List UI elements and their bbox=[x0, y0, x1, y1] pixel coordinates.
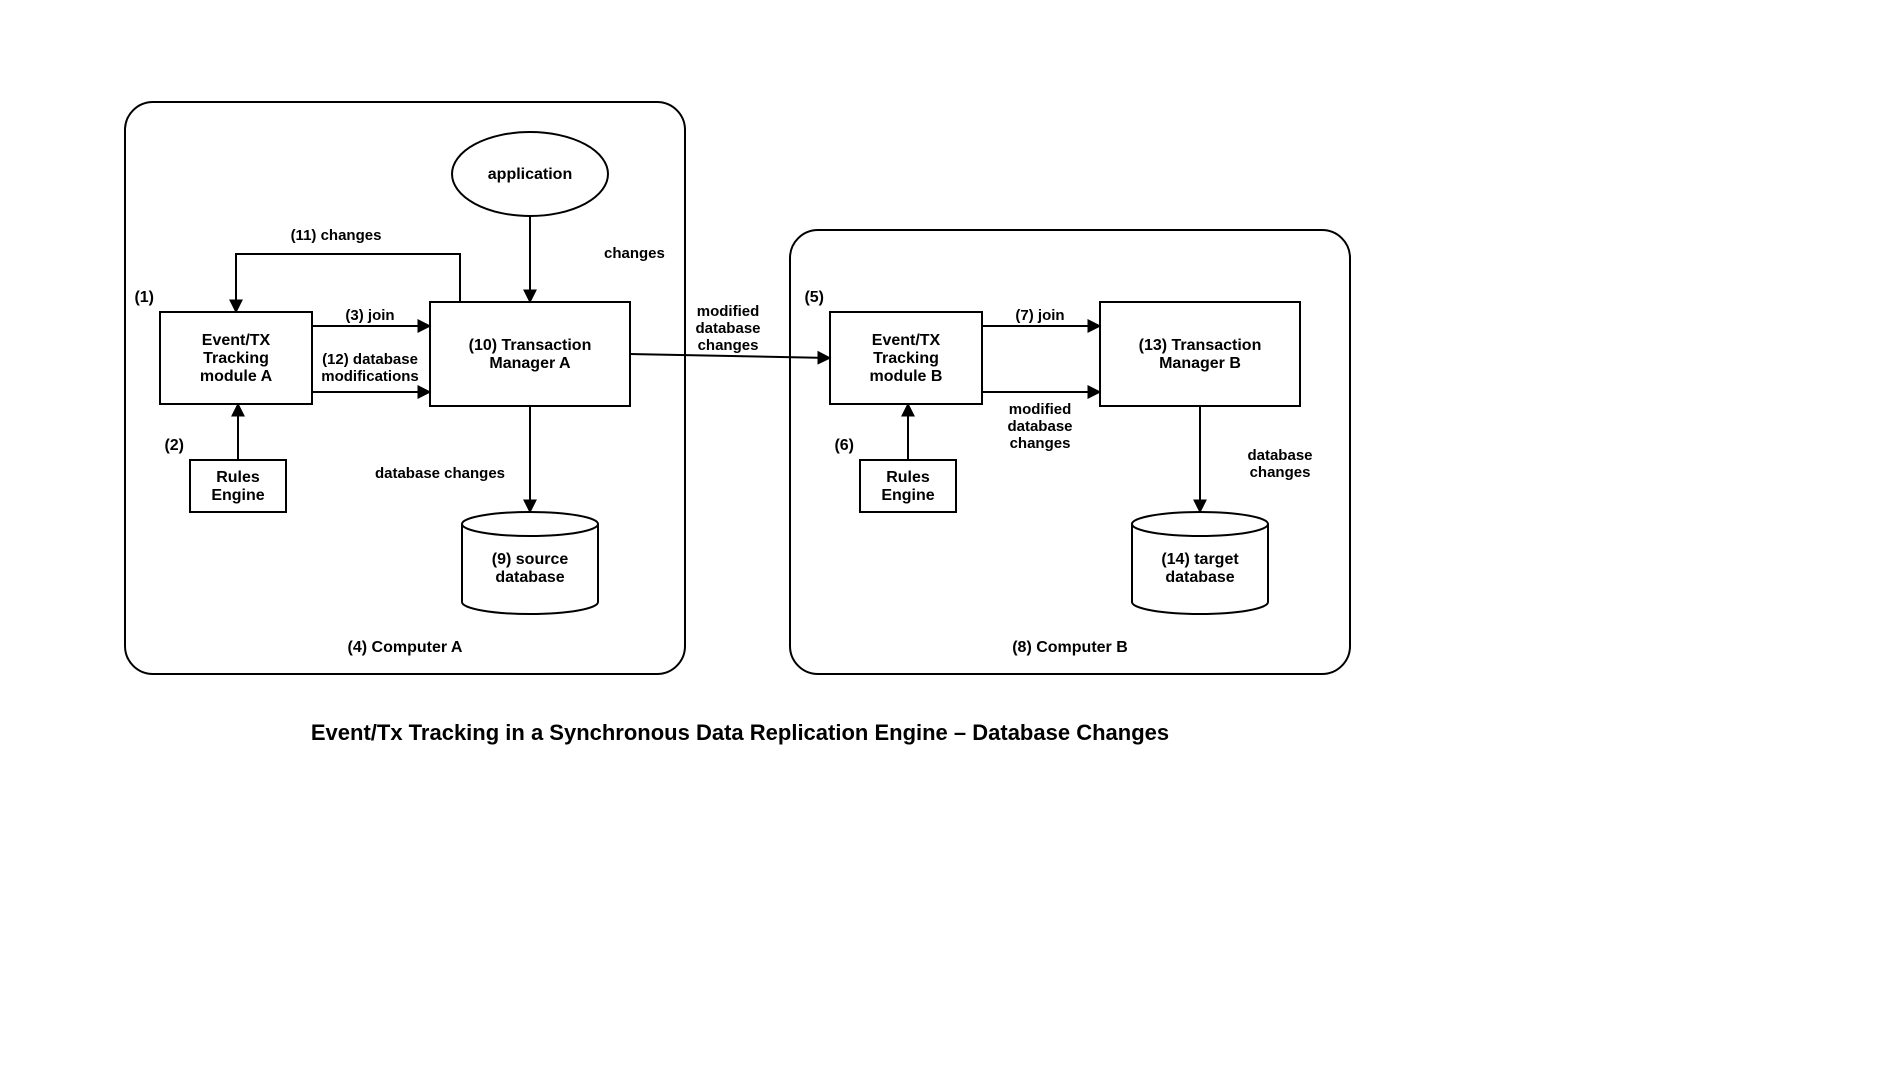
edge-label-12-mods: (12) databasemodifications bbox=[321, 351, 419, 385]
node-tgt_db-top bbox=[1132, 512, 1268, 536]
node-txmgr_a bbox=[430, 302, 630, 406]
node-label-application: application bbox=[488, 166, 572, 183]
edge-label-3-join: (3) join bbox=[345, 307, 394, 324]
node-num-tracking_b: (5) bbox=[804, 289, 824, 306]
node-src_db-top bbox=[462, 512, 598, 536]
edge-label-app-changes: changes bbox=[604, 245, 665, 262]
node-rules_a bbox=[190, 460, 286, 512]
node-label-tracking_a: Event/TXTrackingmodule A bbox=[200, 332, 273, 385]
node-label-rules_a: RulesEngine bbox=[211, 469, 264, 504]
edge-label-txmgr-b-db: databasechanges bbox=[1247, 447, 1312, 481]
node-txmgr_b bbox=[1100, 302, 1300, 406]
node-num-tracking_a: (1) bbox=[134, 289, 154, 306]
node-num-rules_a: (2) bbox=[164, 437, 184, 454]
edge-label-txmgr-a-db: database changes bbox=[375, 465, 505, 482]
edge-11-changes bbox=[236, 254, 460, 312]
edge-label-b-mods: modifieddatabasechanges bbox=[1007, 401, 1072, 452]
edge-label-7-join: (7) join bbox=[1015, 307, 1064, 324]
node-num-rules_b: (6) bbox=[834, 437, 854, 454]
edge-label-a-to-b: modifieddatabasechanges bbox=[695, 303, 760, 354]
container-label-computer_a: (4) Computer A bbox=[348, 639, 463, 656]
edge-label-11-changes: (11) changes bbox=[291, 227, 382, 244]
edge-a-to-b bbox=[630, 354, 830, 358]
diagram-title: Event/Tx Tracking in a Synchronous Data … bbox=[311, 720, 1169, 745]
node-label-tracking_b: Event/TXTrackingmodule B bbox=[870, 332, 943, 385]
node-label-rules_b: RulesEngine bbox=[881, 469, 934, 504]
node-label-src_db: (9) sourcedatabase bbox=[492, 551, 569, 586]
container-label-computer_b: (8) Computer B bbox=[1012, 639, 1128, 656]
node-rules_b bbox=[860, 460, 956, 512]
node-label-tgt_db: (14) targetdatabase bbox=[1161, 551, 1239, 586]
diagram-canvas: (4) Computer A (8) Computer B application E… bbox=[0, 0, 1888, 1086]
